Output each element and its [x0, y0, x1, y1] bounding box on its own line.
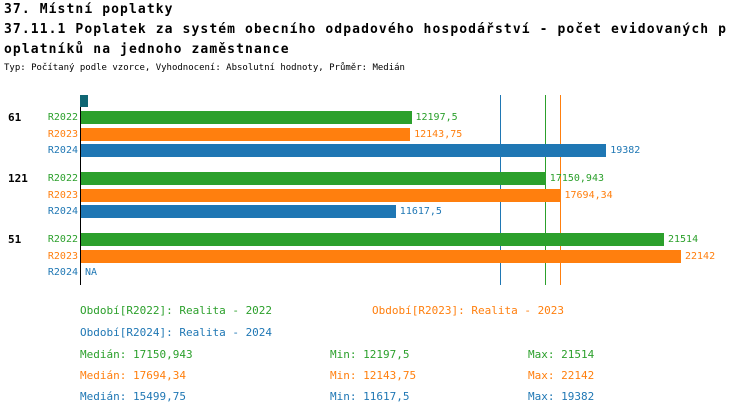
value-label-r2022-group-51: 21514 [668, 234, 699, 245]
chart-title-line2: 37.11.1 Poplatek za systém obecního odpa… [4, 22, 728, 37]
series-label-r2023: R2023 [47, 189, 78, 201]
bar-plot-area: 61 R2022 12197,5 R2023 12143,75 R2024 19382 121… [0, 90, 750, 290]
chart-title-line3: oplatníků na jednoho zaměstnance [4, 42, 290, 57]
series-label-r2023: R2023 [47, 250, 78, 262]
group-label-61: 61 [8, 111, 22, 124]
bar-r2023-group-61 [81, 127, 411, 141]
legend-r2023: Období[R2023]: Realita - 2023 [372, 304, 565, 317]
group-label-51: 51 [8, 233, 22, 246]
stat-max-r2024: Max: 19382 [528, 390, 595, 403]
series-label-r2024: R2024 [47, 206, 78, 217]
value-label-r2024-group-61: 19382 [610, 145, 641, 156]
bar-r2023-group-51 [81, 249, 681, 263]
bar-r2023-group-121 [81, 188, 561, 202]
value-label-r2024-group-51: NA [85, 267, 98, 278]
bar-r2022-group-61 [81, 111, 412, 124]
series-label-r2022: R2022 [47, 173, 78, 184]
group-label-121: 121 [8, 172, 28, 185]
value-label-r2023-group-61: 12143,75 [414, 128, 463, 140]
stat-median-r2022: Medián: 17150,943 [80, 348, 193, 361]
stat-min-r2022: Min: 12197,5 [330, 348, 410, 361]
legend-r2024: Období[R2024]: Realita - 2024 [80, 326, 273, 339]
value-label-r2023-group-121: 17694,34 [564, 189, 613, 201]
stat-min-r2023: Min: 12143,75 [330, 369, 417, 382]
series-label-r2024: R2024 [47, 267, 78, 278]
bar-r2024-group-121 [81, 205, 396, 218]
y-axis-line [80, 95, 81, 285]
value-label-r2022-group-61: 12197,5 [415, 112, 458, 123]
value-label-r2023-group-51: 22142 [685, 250, 716, 262]
legend-r2022: Období[R2022]: Realita - 2022 [80, 304, 273, 317]
series-label-r2022: R2022 [47, 234, 78, 245]
stat-median-r2023: Medián: 17694,34 [80, 369, 186, 382]
bar-r2022-group-51 [81, 233, 664, 246]
value-label-r2022-group-121: 17150,943 [549, 173, 604, 184]
chart-subtitle: Typ: Počítaný podle vzorce, Vyhodnocení:… [4, 63, 405, 73]
series-label-r2022: R2022 [47, 112, 78, 123]
bar-r2022-group-121 [81, 172, 546, 185]
chart-title-line1: 37. Místní poplatky [4, 2, 174, 17]
bar-r2024-group-61 [81, 144, 607, 157]
axis-origin-marker [80, 95, 88, 107]
series-label-r2023: R2023 [47, 128, 78, 140]
stat-max-r2022: Max: 21514 [528, 348, 595, 361]
value-label-r2024-group-121: 11617,5 [399, 206, 442, 217]
stat-max-r2023: Max: 22142 [528, 369, 595, 382]
series-label-r2024: R2024 [47, 145, 78, 156]
stat-min-r2024: Min: 11617,5 [330, 390, 410, 403]
stat-median-r2024: Medián: 15499,75 [80, 390, 186, 403]
